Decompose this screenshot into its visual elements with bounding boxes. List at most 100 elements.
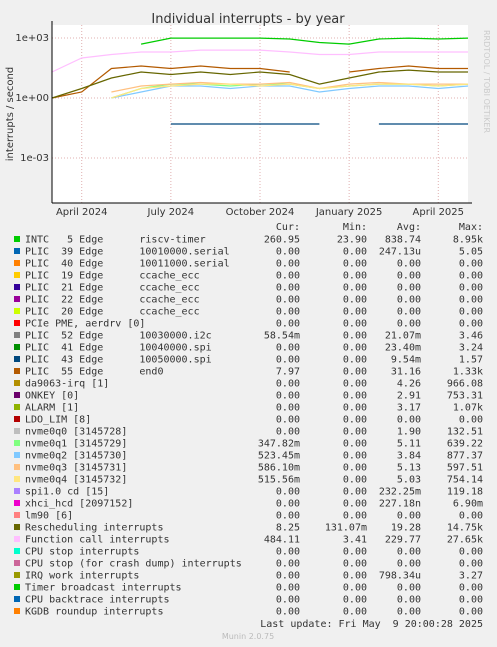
legend-max: 3.24 bbox=[459, 343, 483, 354]
legend-swatch bbox=[14, 572, 20, 578]
legend-swatch bbox=[14, 248, 20, 254]
legend-cur: 347.82m bbox=[258, 439, 300, 450]
legend-min: 0.00 bbox=[343, 319, 367, 330]
legend-avg: 19.28 bbox=[391, 523, 421, 534]
legend-min: 0.00 bbox=[343, 295, 367, 306]
legend-cur: 0.00 bbox=[276, 259, 300, 270]
legend-avg: 838.74 bbox=[385, 235, 421, 246]
legend-max: 0.00 bbox=[459, 511, 483, 522]
legend-max: 0.00 bbox=[459, 583, 483, 594]
series-line bbox=[349, 65, 468, 73]
legend-avg: 229.77 bbox=[385, 535, 421, 546]
legend-cur: 0.00 bbox=[276, 583, 300, 594]
legend-name: PCIe PME, aerdrv [0] bbox=[25, 319, 145, 330]
legend-name: CPU stop interrupts bbox=[25, 547, 139, 558]
series-line bbox=[51, 49, 468, 73]
y-tick-label: 1e+00 bbox=[15, 93, 49, 104]
column-header: Min: bbox=[343, 222, 367, 233]
legend-min: 0.00 bbox=[343, 559, 367, 570]
legend-max: 1.33k bbox=[453, 367, 483, 378]
legend-min: 0.00 bbox=[343, 415, 367, 426]
legend-avg: 5.03 bbox=[397, 475, 421, 486]
legend-swatch bbox=[14, 512, 20, 518]
series-line bbox=[51, 65, 290, 99]
legend-cur: 0.00 bbox=[276, 415, 300, 426]
legend-name: lm90 [6] bbox=[25, 511, 73, 522]
legend-name: nvme0q4 [3145732] bbox=[25, 475, 127, 486]
legend-name: LDO_LIM [8] bbox=[25, 415, 91, 426]
legend-name: Timer broadcast interrupts bbox=[25, 583, 182, 594]
legend-name: nvme0q1 [3145729] bbox=[25, 439, 127, 450]
legend-min: 0.00 bbox=[343, 511, 367, 522]
legend-max: 14.75k bbox=[447, 523, 483, 534]
legend-max: 754.14 bbox=[447, 475, 483, 486]
legend-max: 27.65k bbox=[447, 535, 483, 546]
legend-avg: 2.91 bbox=[397, 391, 421, 402]
legend-min: 0.00 bbox=[343, 487, 367, 498]
legend-max: 753.31 bbox=[447, 391, 483, 402]
legend-min: 0.00 bbox=[343, 583, 367, 594]
legend-cur: 484.11 bbox=[264, 535, 300, 546]
legend-name: PLIC 52 Edge 10030000.i2c bbox=[25, 331, 212, 342]
legend-name: PLIC 19 Edge ccache_ecc bbox=[25, 271, 200, 282]
legend-max: 0.00 bbox=[459, 607, 483, 618]
legend-swatch bbox=[14, 236, 20, 242]
legend-name: ALARM [1] bbox=[25, 403, 79, 414]
legend-swatch bbox=[14, 596, 20, 602]
legend-max: 0.00 bbox=[459, 271, 483, 282]
legend-swatch bbox=[14, 344, 20, 350]
legend-name: Function call interrupts bbox=[25, 535, 170, 546]
legend-avg: 0.00 bbox=[397, 595, 421, 606]
legend-cur: 515.56m bbox=[258, 475, 300, 486]
legend-swatch bbox=[14, 584, 20, 590]
version: Munin 2.0.75 bbox=[222, 632, 274, 641]
legend-swatch bbox=[14, 548, 20, 554]
series-line bbox=[140, 37, 469, 45]
footer: Last update: Fri May 9 20:00:28 2025 bbox=[260, 619, 483, 630]
column-header: Max: bbox=[459, 222, 483, 233]
x-tick-label: April 2024 bbox=[56, 207, 107, 218]
legend-cur: 0.00 bbox=[276, 511, 300, 522]
legend-min: 0.00 bbox=[343, 499, 367, 510]
legend-avg: 0.00 bbox=[397, 319, 421, 330]
legend-cur: 0.00 bbox=[276, 307, 300, 318]
legend-swatch bbox=[14, 464, 20, 470]
legend-cur: 0.00 bbox=[276, 571, 300, 582]
legend-max: 0.00 bbox=[459, 595, 483, 606]
legend-min: 0.00 bbox=[343, 475, 367, 486]
legend-min: 0.00 bbox=[343, 427, 367, 438]
legend-avg: 0.00 bbox=[397, 271, 421, 282]
legend-cur: 8.25 bbox=[276, 523, 300, 534]
legend-max: 0.00 bbox=[459, 259, 483, 270]
legend-swatch bbox=[14, 380, 20, 386]
legend-name: PLIC 43 Edge 10050000.spi bbox=[25, 355, 212, 366]
legend-swatch bbox=[14, 260, 20, 266]
legend-name: PLIC 21 Edge ccache_ecc bbox=[25, 283, 200, 294]
legend-cur: 586.10m bbox=[258, 463, 300, 474]
legend-avg: 0.00 bbox=[397, 259, 421, 270]
x-tick-label: July 2024 bbox=[147, 207, 195, 218]
legend-name: spi1.0 cd [15] bbox=[25, 487, 109, 498]
legend-max: 119.18 bbox=[447, 487, 483, 498]
legend-cur: 0.00 bbox=[276, 343, 300, 354]
legend-name: xhci_hcd [2097152] bbox=[25, 499, 133, 510]
legend-swatch bbox=[14, 356, 20, 362]
legend-name: ONKEY [0] bbox=[25, 391, 79, 402]
legend-avg: 0.00 bbox=[397, 559, 421, 570]
legend-min: 0.00 bbox=[343, 391, 367, 402]
legend-max: 0.00 bbox=[459, 283, 483, 294]
legend-max: 0.00 bbox=[459, 307, 483, 318]
legend-name: da9063-irq [1] bbox=[25, 379, 109, 390]
legend-min: 0.00 bbox=[343, 331, 367, 342]
legend-min: 0.00 bbox=[343, 247, 367, 258]
legend-swatch bbox=[14, 560, 20, 566]
legend-min: 0.00 bbox=[343, 403, 367, 414]
legend-avg: 0.00 bbox=[397, 295, 421, 306]
legend-max: 966.08 bbox=[447, 379, 483, 390]
legend-name: nvme0q2 [3145730] bbox=[25, 451, 127, 462]
legend-min: 0.00 bbox=[343, 367, 367, 378]
legend-max: 1.07k bbox=[453, 403, 483, 414]
side-label: RRDTOOL / TOBI OETIKER bbox=[482, 30, 491, 133]
legend-swatch bbox=[14, 608, 20, 614]
